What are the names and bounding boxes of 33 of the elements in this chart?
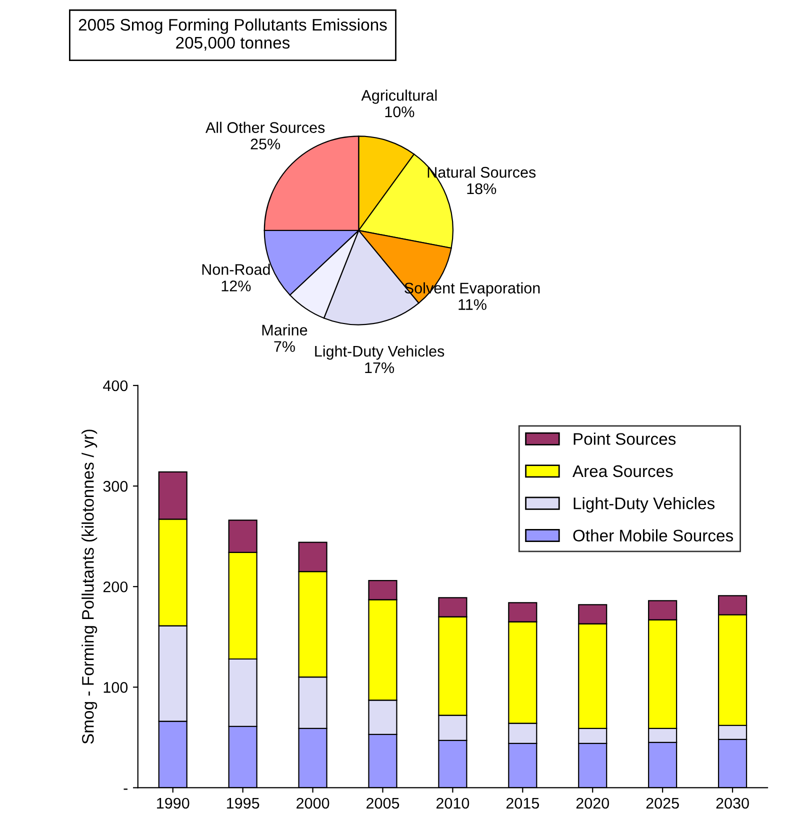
data-label: 12% bbox=[222, 280, 251, 292]
y-tick-label: 100 bbox=[104, 682, 128, 693]
slice-label: Non-Road bbox=[202, 264, 270, 275]
x-tick-label: 2005 bbox=[366, 798, 400, 809]
x-tick-label: 1995 bbox=[226, 798, 260, 809]
slice-label: Light-Duty Vehicles bbox=[315, 345, 444, 360]
x-tick-label: 2025 bbox=[646, 798, 679, 809]
data-label: 17% bbox=[365, 362, 394, 374]
legend-label: Area Sources bbox=[572, 465, 673, 478]
y-tick-label: - bbox=[124, 788, 128, 790]
legend-label: Other Mobile Sources bbox=[573, 529, 734, 542]
slice-label: Marine bbox=[262, 324, 308, 336]
y-tick-label: 400 bbox=[103, 380, 128, 392]
x-tick-label: 2030 bbox=[716, 798, 749, 809]
y-tick-label: 200 bbox=[103, 581, 128, 592]
data-label: 7% bbox=[274, 341, 295, 352]
slice-label: Solvent Evaporation bbox=[404, 282, 540, 297]
y-axis-title: Smog - Forming Pollutants (kilotonnes / yr) bbox=[82, 430, 98, 744]
y-tick-label: 300 bbox=[103, 480, 128, 492]
legend-label: Light-Duty Vehicles bbox=[574, 497, 715, 513]
data-label: 11% bbox=[458, 299, 486, 310]
x-tick-label: 1990 bbox=[157, 798, 190, 809]
data-label: 18% bbox=[467, 183, 496, 194]
slice-label: All Other Sources bbox=[205, 122, 325, 133]
x-tick-label: 2010 bbox=[436, 798, 470, 809]
x-tick-label: 2015 bbox=[506, 798, 540, 809]
slice-label: Agricultural bbox=[361, 90, 437, 104]
legend-label: Point Sources bbox=[574, 432, 676, 445]
data-label: 25% bbox=[250, 138, 280, 150]
data-label: 10% bbox=[385, 106, 414, 118]
x-tick-label: 2020 bbox=[576, 798, 610, 809]
chart-title: 2005 Smog Forming Pollutants Emissions 205,000 tonnes bbox=[78, 18, 387, 51]
x-tick-label: 2000 bbox=[296, 798, 330, 809]
